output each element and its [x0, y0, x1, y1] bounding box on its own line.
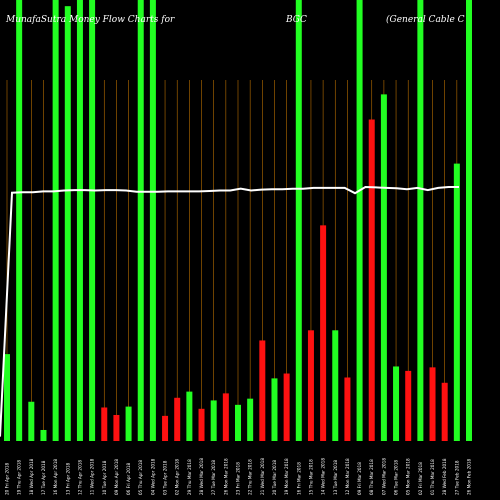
- x-tick-label: 13 Fri Apr 2018: [65, 462, 70, 495]
- bar: [393, 366, 400, 441]
- x-tick-label: 26 Mon Mar 2018: [223, 458, 228, 495]
- x-tick-label: 19 Thu Apr 2018: [17, 460, 22, 495]
- x-tick-label: 06 Tue Mar 2018: [394, 460, 399, 495]
- x-tick-label: 15 Thu Mar 2018: [308, 459, 313, 495]
- x-tick-label: 01 Thu Mar 2018: [430, 459, 435, 495]
- x-tick-label: 27 Tue Mar 2018: [211, 460, 216, 495]
- x-tick-label: 02 Fri Mar 2018: [418, 462, 423, 495]
- bar: [295, 0, 302, 441]
- x-tick-label: 12 Thu Apr 2018: [77, 460, 82, 495]
- header-ticker: BGC: [285, 15, 307, 25]
- bar: [222, 393, 229, 441]
- x-tick-label: 21 Wed Mar 2018: [260, 458, 265, 495]
- bar: [137, 0, 144, 441]
- bar: [40, 429, 47, 441]
- bar: [380, 94, 387, 442]
- bar: [101, 407, 108, 441]
- bar: [453, 163, 460, 441]
- x-tick-label: 29 Thu Mar 2018: [187, 459, 192, 495]
- bar: [28, 401, 35, 441]
- x-tick-label: 27 Tue Feb 2018: [454, 460, 459, 495]
- x-tick-label: 28 Wed Mar 2018: [199, 458, 204, 495]
- bar: [174, 397, 181, 441]
- x-tick-label: 22 Thu Mar 2018: [248, 459, 253, 495]
- bar: [307, 330, 314, 441]
- x-tick-label: 19 Mon Mar 2018: [284, 458, 289, 495]
- x-tick-label: 09 Fri Mar 2018: [357, 462, 362, 495]
- x-tick-label: 02 Mon Apr 2018: [175, 459, 180, 495]
- bar: [52, 0, 59, 441]
- x-tick-label: 05 Thu Apr 2018: [138, 460, 143, 495]
- bar: [76, 0, 83, 441]
- bar: [16, 0, 23, 441]
- bar: [259, 340, 266, 441]
- tick-labels: 20 Fri Apr 2018 19 Thu Apr 2018 18 Wed Apr…: [5, 458, 472, 495]
- bar: [320, 225, 327, 441]
- bar: [405, 370, 412, 441]
- x-tick-label: 20 Tue Mar 2018: [272, 460, 277, 495]
- bar: [429, 367, 436, 441]
- bar: [344, 377, 351, 441]
- bar: [235, 404, 241, 441]
- bar: [247, 398, 254, 441]
- bar: [271, 378, 278, 441]
- x-tick-label: 03 Tue Apr 2018: [163, 460, 168, 495]
- bars-group: [4, 0, 472, 442]
- x-tick-label: 12 Mon Mar 2018: [345, 458, 350, 495]
- bar: [64, 6, 71, 441]
- bar: [89, 0, 96, 441]
- bar: [162, 415, 169, 441]
- x-tick-label: 23 Fri Mar 2018: [236, 462, 241, 495]
- x-tick-label: 14 Wed Mar 2018: [321, 458, 326, 495]
- header-left: MunafaSutra Money Flow Charts for: [5, 15, 175, 25]
- x-tick-label: 10 Tue Apr 2018: [102, 460, 107, 495]
- bar: [356, 0, 363, 441]
- header-company: (General Cable C: [386, 14, 465, 25]
- x-tick-label: 26 Mon Feb 2018: [467, 458, 472, 495]
- x-tick-label: 05 Mon Mar 2018: [406, 458, 411, 495]
- bar: [149, 0, 156, 441]
- bar: [466, 0, 472, 441]
- x-tick-label: 16 Mon Apr 2018: [53, 459, 58, 495]
- x-tick-label: 11 Wed Apr 2018: [90, 458, 95, 495]
- bar: [283, 373, 290, 441]
- x-tick-label: 17 Tue Apr 2018: [41, 460, 46, 495]
- x-tick-label: 07 Wed Mar 2018: [381, 458, 386, 495]
- x-tick-label: 09 Mon Apr 2018: [114, 459, 119, 495]
- bar: [210, 400, 217, 441]
- x-tick-label: 16 Fri Mar 2018: [296, 462, 301, 495]
- x-tick-label: 06 Fri Apr 2018: [126, 462, 131, 495]
- x-tick-label: 20 Fri Apr 2018: [5, 462, 10, 495]
- bar: [332, 330, 339, 441]
- bar: [4, 354, 10, 441]
- bar: [441, 382, 448, 441]
- bar: [186, 391, 193, 441]
- x-tick-label: 13 Tue Mar 2018: [333, 460, 338, 495]
- grid-lines: [6, 80, 470, 441]
- x-tick-label: 18 Wed Apr 2018: [29, 458, 34, 495]
- x-tick-label: 08 Thu Mar 2018: [369, 459, 374, 495]
- bar: [198, 408, 205, 441]
- bar: [368, 119, 375, 442]
- x-tick-label: 04 Wed Apr 2018: [150, 458, 155, 495]
- price-line: [0, 185, 459, 437]
- bar: [125, 406, 132, 441]
- x-tick-label: 28 Wed Feb 2018: [442, 458, 447, 495]
- bar: [113, 414, 120, 441]
- bar: [417, 0, 424, 441]
